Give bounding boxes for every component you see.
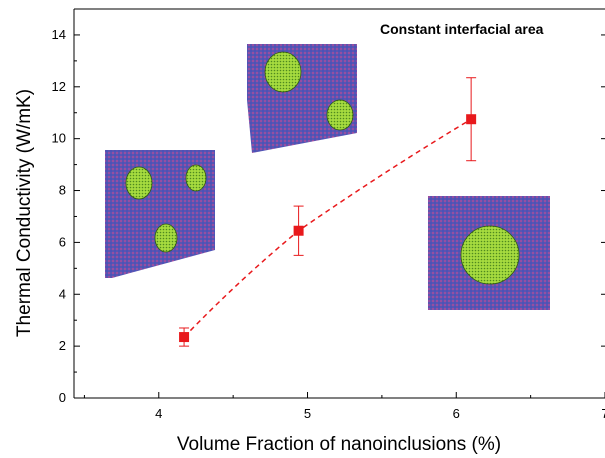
x-tick-label: 7 xyxy=(601,406,605,421)
x-tick-label: 6 xyxy=(453,406,460,421)
data-point xyxy=(179,332,190,343)
inset-one-large-inclusion xyxy=(428,196,550,310)
y-tick-label: 12 xyxy=(52,79,66,94)
inset-three-small-inclusions xyxy=(105,150,215,278)
x-tick-label: 5 xyxy=(304,406,311,421)
chart-annotation: Constant interfacial area xyxy=(380,21,544,37)
y-tick-label: 14 xyxy=(52,27,66,42)
y-tick-label: 2 xyxy=(59,338,66,353)
axis-ticks: 0 2 4 6 8 10 12 14 4 5 6 7 xyxy=(52,27,605,421)
y-tick-label: 8 xyxy=(59,183,66,198)
data-point xyxy=(293,225,304,236)
data-marks xyxy=(179,77,477,347)
y-tick-label: 6 xyxy=(59,234,66,249)
data-point xyxy=(466,114,477,125)
x-tick-label: 4 xyxy=(155,406,162,421)
inset-two-medium-inclusions xyxy=(247,44,357,153)
x-axis-label: Volume Fraction of nanoinclusions (%) xyxy=(177,434,501,455)
plot-frame xyxy=(73,8,605,399)
y-tick-label: 10 xyxy=(52,131,66,146)
y-tick-label: 0 xyxy=(59,390,66,405)
y-axis-label: Thermal Conductivity (W/mK) xyxy=(14,89,35,337)
y-tick-label: 4 xyxy=(59,286,66,301)
